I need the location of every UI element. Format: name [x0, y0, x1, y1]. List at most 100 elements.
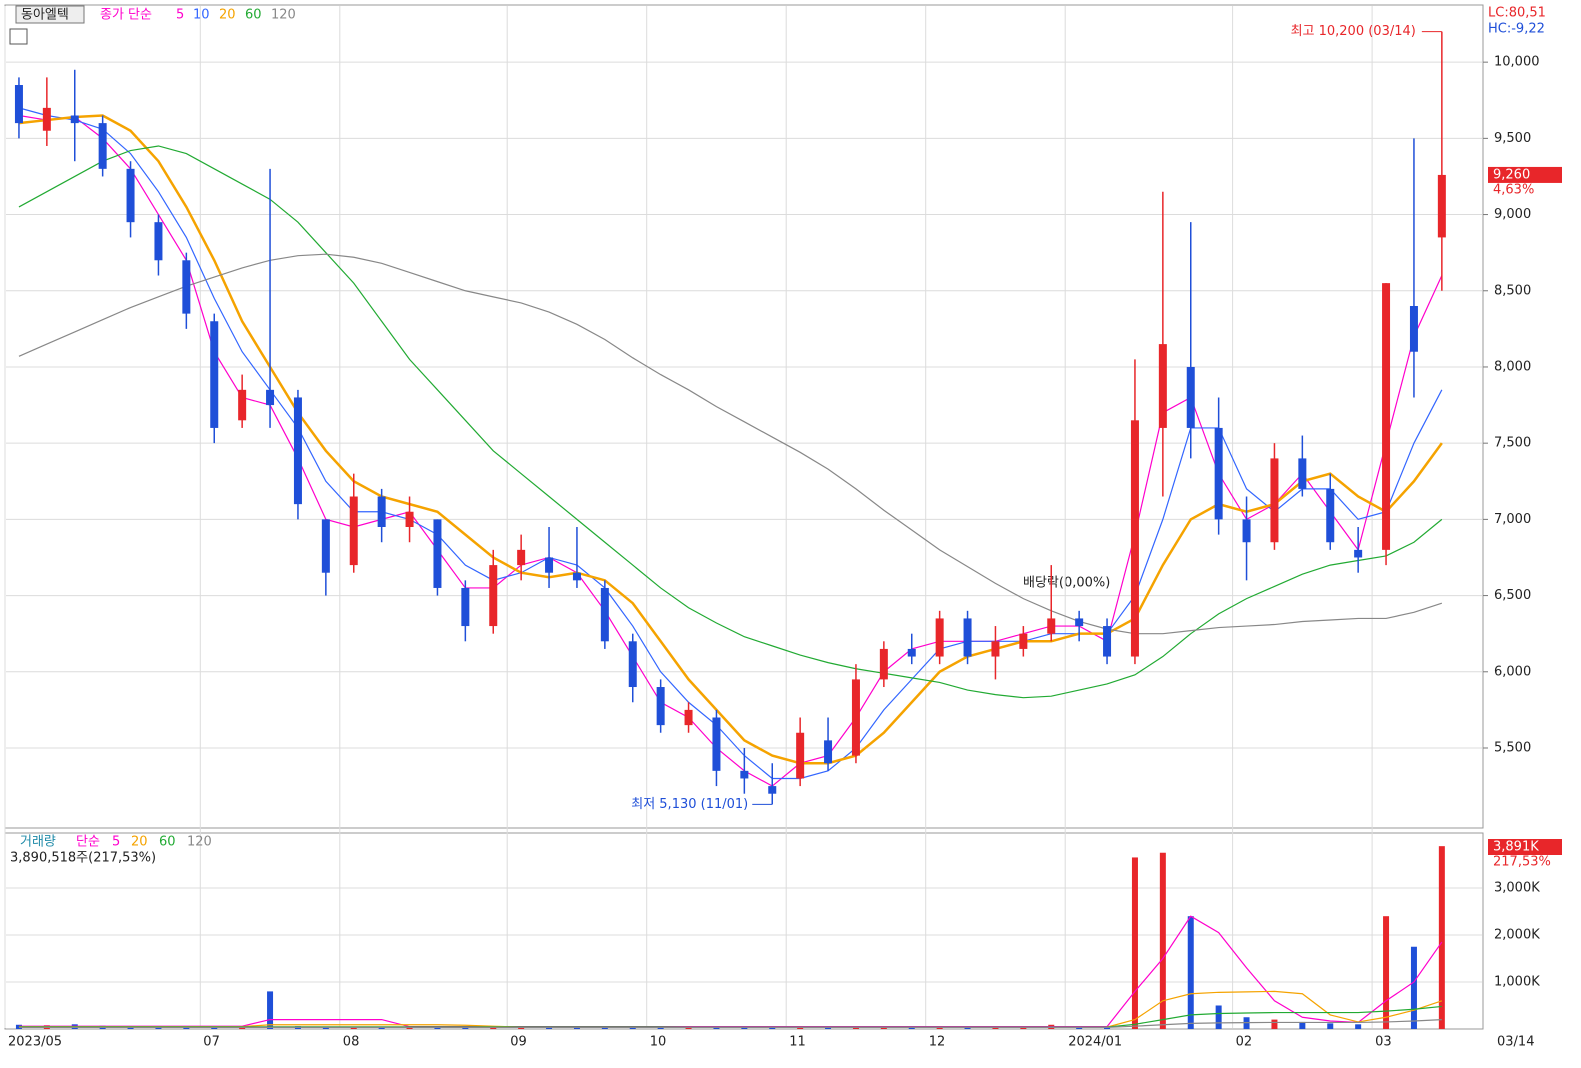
legend-entry: 10 [193, 8, 210, 23]
volume-ma-label: 단순 [76, 835, 100, 850]
legend-entry: 20 [219, 8, 236, 23]
volume-bar [1215, 1005, 1222, 1029]
candle-body [405, 511, 414, 527]
candle-body [154, 222, 163, 261]
legend-entry: 5 [176, 8, 184, 23]
candle-body [1409, 306, 1418, 352]
candle-body [517, 549, 526, 566]
volume-bar [1383, 916, 1390, 1029]
volume-bar [573, 1027, 580, 1029]
y-tick-label: 6,000 [1494, 664, 1531, 679]
candle-body [349, 496, 358, 566]
volume-bar [1076, 1027, 1083, 1029]
candle-body [461, 587, 470, 627]
candle-body [656, 687, 665, 726]
volume-bar [685, 1027, 692, 1029]
candle-body [796, 732, 805, 779]
y-tick-label: 3,000K [1494, 880, 1540, 895]
volume-bar [852, 1027, 859, 1029]
volume-bar [1187, 916, 1194, 1029]
x-tick-label: 2023/05 [8, 1035, 62, 1050]
volume-bar [1271, 1019, 1278, 1029]
ma-line [18, 114, 1443, 787]
dividend-label: 배당락(0,00%) [1023, 576, 1110, 591]
candle-body [182, 260, 191, 314]
candle-body [1437, 174, 1446, 238]
volume-bar [1327, 1023, 1334, 1029]
volume-bar [964, 1027, 971, 1029]
volume-bar [769, 1027, 776, 1029]
candle-body [768, 786, 777, 794]
y-tick-label: 6,500 [1494, 588, 1531, 603]
y-tick-label: 5,500 [1494, 740, 1531, 755]
candle-body [684, 709, 693, 726]
candle-body [1382, 283, 1391, 550]
volume-bar [880, 1027, 887, 1029]
volume-info: 3,890,518주(217,53%) [10, 851, 156, 866]
candle-body [1186, 366, 1195, 428]
low-label: 최저 5,130 (11/01) [631, 797, 748, 812]
ma-line [18, 107, 1443, 780]
volume-bar [1438, 846, 1445, 1029]
candle-body [1130, 420, 1139, 657]
candle-body [545, 557, 554, 573]
price-tag-label: 9,260 [1493, 167, 1530, 182]
x-tick-label: 10 [650, 1035, 667, 1050]
ma-label: 종가 단순 [100, 8, 152, 23]
volume-bar [1020, 1027, 1027, 1029]
candle-body [321, 519, 330, 573]
change-label: 4,63% [1493, 182, 1534, 197]
y-tick-label: 2,000K [1494, 927, 1540, 942]
y-tick-label: 7,500 [1494, 436, 1531, 451]
volume-bar [378, 1027, 385, 1029]
volume-bar [1410, 946, 1417, 1029]
candle-body [210, 321, 219, 428]
y-tick-label: 9,500 [1494, 131, 1531, 146]
volume-bar [741, 1027, 748, 1029]
candle-body [1298, 458, 1307, 489]
candle-body [1326, 488, 1335, 543]
candle-body [1158, 344, 1167, 428]
volume-bar [518, 1027, 525, 1029]
volume-bar [239, 1027, 246, 1029]
volume-bar [1131, 857, 1138, 1029]
candle-body [42, 107, 51, 131]
candle-body [126, 168, 135, 223]
candle-body [851, 679, 860, 756]
legend-entry: 60 [159, 835, 176, 850]
volume-bar [267, 991, 274, 1029]
volume-bar [908, 1027, 915, 1029]
volume-bar [1159, 852, 1166, 1029]
y-tick-label: 8,500 [1494, 283, 1531, 298]
candle-body [879, 648, 888, 680]
volume-bar [546, 1027, 553, 1029]
candle-body [1075, 618, 1084, 627]
legend-entry: 120 [187, 835, 212, 850]
volume-bar [992, 1027, 999, 1029]
table-icon[interactable] [9, 28, 28, 45]
stock-name: 동아엘텍 [21, 8, 69, 23]
candle-body [1019, 633, 1028, 649]
stock-box[interactable] [15, 5, 85, 24]
y-tick-label: 7,000 [1494, 512, 1531, 527]
candle-body [1242, 519, 1251, 543]
lc-label: LC:80,51 [1488, 6, 1546, 21]
candle-body [293, 397, 302, 505]
x-tick-label: 08 [343, 1035, 360, 1050]
candle-body [433, 519, 442, 588]
volume-bar [1299, 1021, 1306, 1029]
candle-body [14, 85, 23, 124]
volume-bar [462, 1027, 469, 1029]
candle-body [489, 565, 498, 627]
volume-bar [825, 1027, 832, 1029]
x-tick-label: 07 [203, 1035, 220, 1050]
x-tick-label: 03 [1375, 1035, 1392, 1050]
y-tick-label: 10,000 [1494, 55, 1540, 70]
volume-bar [1104, 1027, 1111, 1029]
legend-entry: 5 [112, 835, 120, 850]
volume-bar [406, 1027, 413, 1029]
candle-body [98, 123, 107, 169]
x-tick-label: 11 [789, 1035, 806, 1050]
ma-line [18, 145, 1443, 699]
